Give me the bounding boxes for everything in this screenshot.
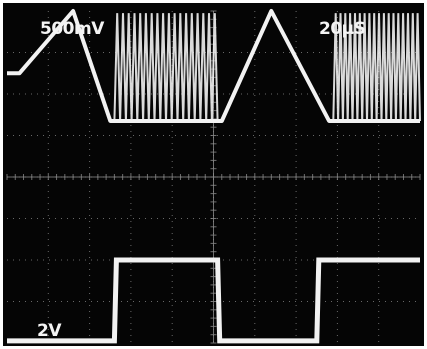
ch1-burst (113, 13, 219, 122)
scope-display: 500mV 20μS 2V (6, 9, 421, 344)
ch2-trace (7, 257, 420, 344)
ch2-scale-readout: 2V (37, 321, 62, 341)
timebase-readout: 20μS (319, 19, 365, 39)
ch1-burst (332, 13, 421, 122)
waveform-traces (7, 9, 421, 344)
oscilloscope-screen: 500mV 20μS 2V (3, 3, 424, 346)
ch1-scale-readout: 500mV (40, 19, 105, 39)
graticule (6, 10, 421, 344)
